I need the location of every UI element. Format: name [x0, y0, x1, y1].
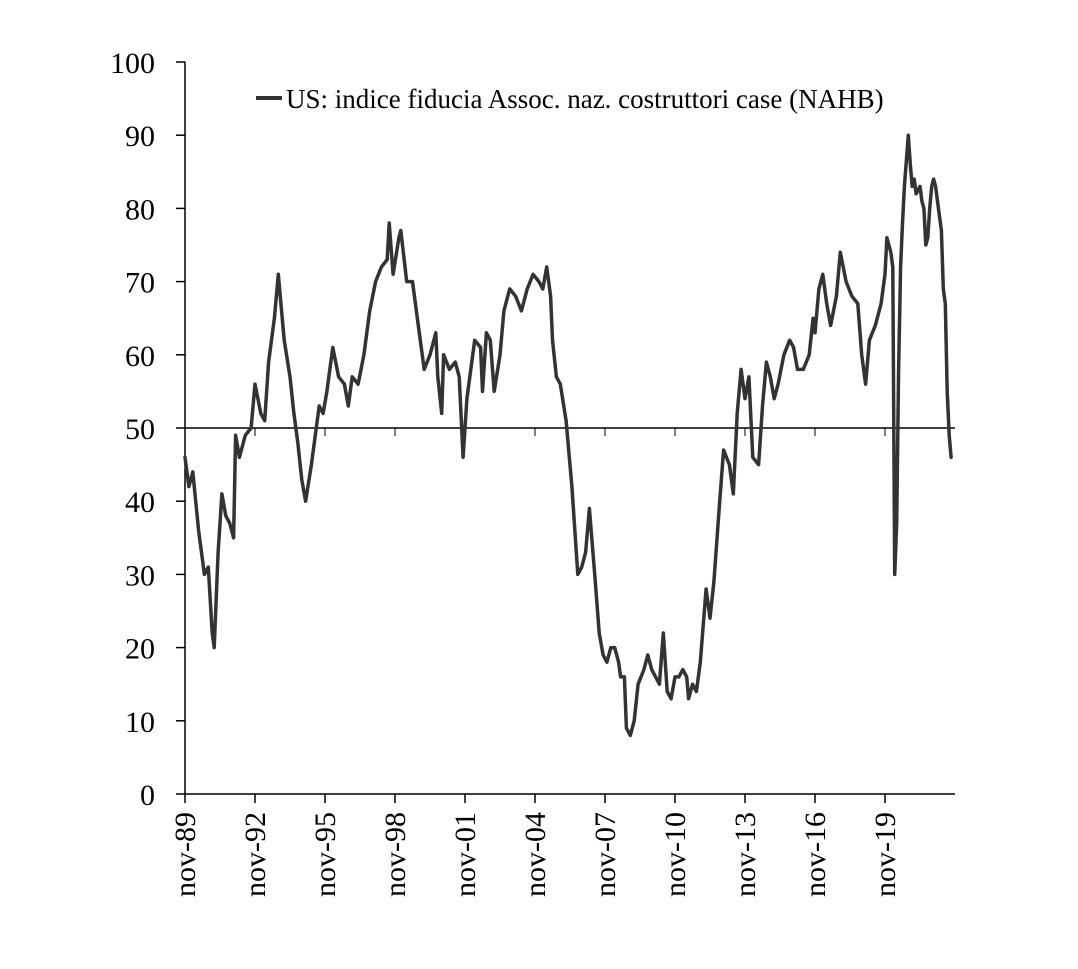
x-tick-label: nov-16 [799, 812, 832, 897]
x-tick-label: nov-19 [869, 812, 902, 897]
y-tick-label: 20 [125, 633, 155, 666]
y-tick-label: 100 [110, 47, 155, 80]
x-tick-label: nov-95 [309, 812, 342, 897]
x-tick-label: nov-89 [169, 812, 202, 897]
x-tick-label: nov-07 [589, 812, 622, 897]
reference-line-layer [184, 427, 955, 436]
x-tick-label: nov-92 [239, 812, 272, 897]
series-layer [183, 133, 953, 738]
y-tick-label: 50 [125, 413, 155, 446]
y-tick-label: 60 [125, 340, 155, 373]
x-tick-label: nov-01 [449, 812, 482, 897]
legend: US: indice fiducia Assoc. naz. costrutto… [256, 84, 884, 114]
x-tick-label: nov-98 [379, 812, 412, 897]
y-tick-label: 0 [140, 779, 155, 812]
y-tick-label: 10 [125, 706, 155, 739]
series-line [183, 133, 953, 738]
legend-label: US: indice fiducia Assoc. naz. costrutto… [286, 84, 884, 114]
y-tick-label: 40 [125, 486, 155, 519]
y-axis: 0 10 20 30 40 50 60 70 80 90 100 [110, 47, 186, 812]
y-tick-label: 90 [125, 120, 155, 153]
x-tick-label: nov-13 [729, 812, 762, 897]
x-tick-label: nov-04 [519, 812, 552, 897]
y-tick-label: 80 [125, 193, 155, 226]
y-tick-label: 70 [125, 267, 155, 300]
x-tick-label: nov-10 [659, 812, 692, 897]
y-tick-label: 30 [125, 559, 155, 592]
x-axis: nov-89 nov-92 nov-95 nov-98 nov-01 nov-04 nov-… [169, 793, 955, 897]
